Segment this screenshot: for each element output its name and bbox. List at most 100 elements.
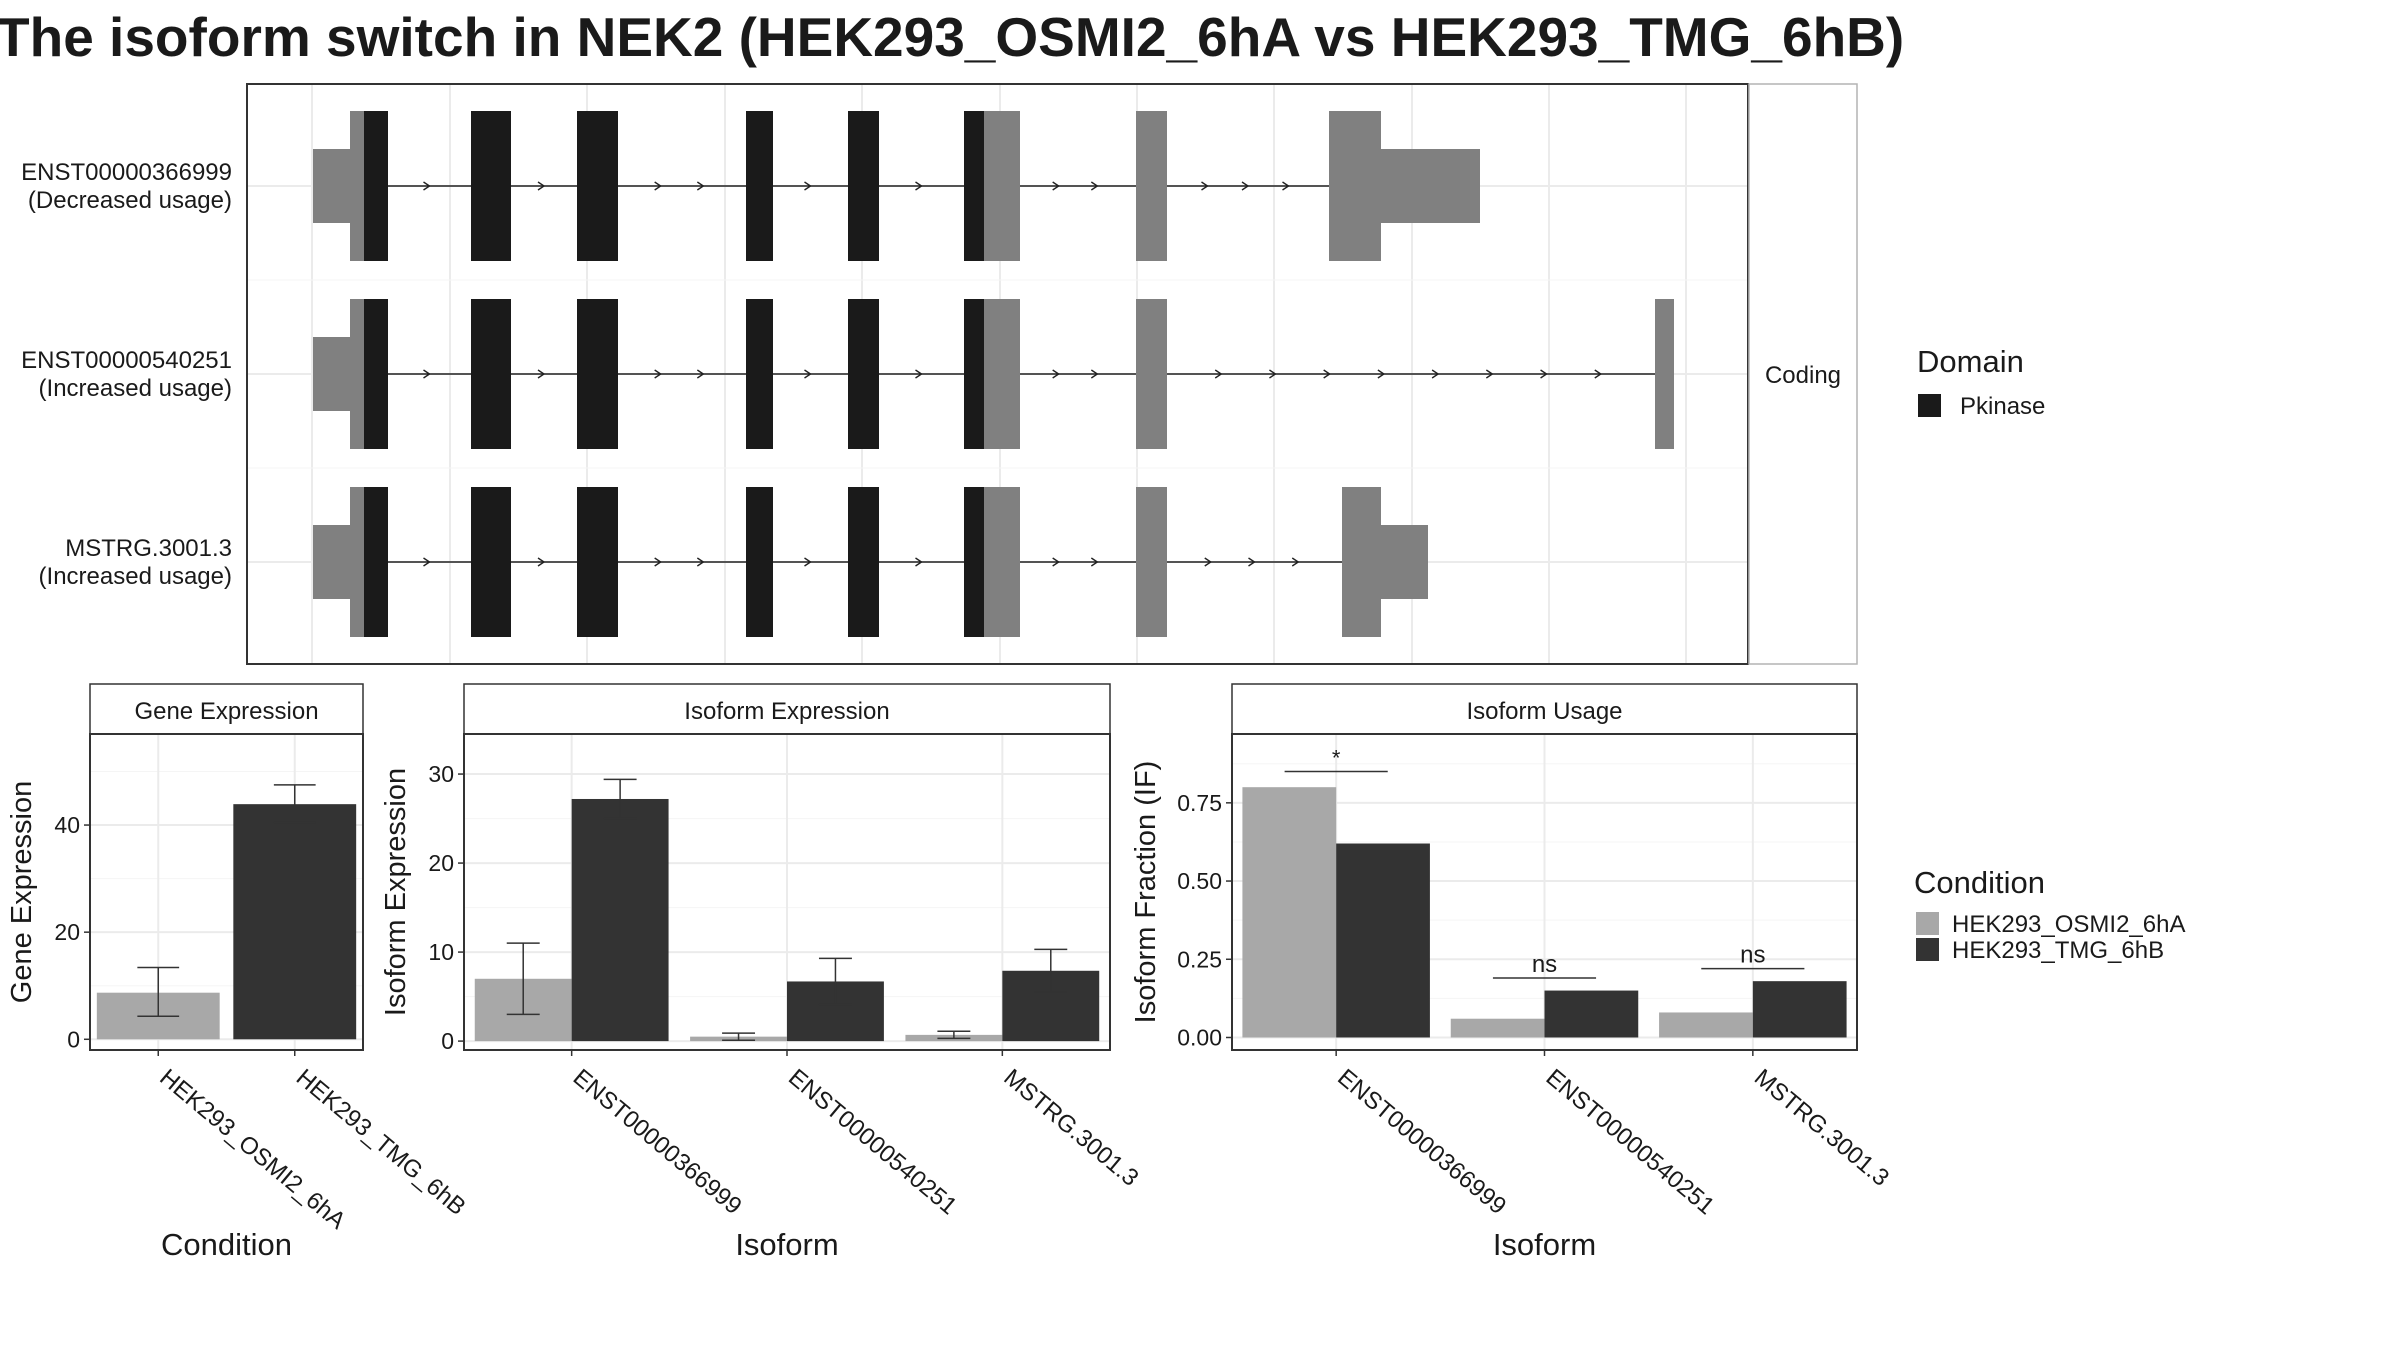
condition-legend-key-b [1916, 938, 1939, 961]
structure-plot-border [246, 83, 1749, 665]
bar-cond-a [1659, 1012, 1753, 1038]
coding-strip-label: Coding [1765, 362, 1841, 389]
pkinase-exon [364, 111, 388, 261]
transcript-track-1 [313, 111, 1480, 261]
transcript-label-2: ENST00000540251 [21, 347, 232, 374]
y-tick-label: 0.50 [1177, 868, 1222, 894]
intron-arrow [1248, 557, 1256, 567]
intron-arrow [654, 181, 662, 191]
intron-arrow [1052, 369, 1060, 379]
intron-arrow [1282, 181, 1290, 191]
exon [1136, 487, 1167, 637]
intron-arrow [696, 369, 705, 379]
transcript-status-2: (Increased usage) [39, 375, 232, 402]
pkinase-exon [848, 111, 879, 261]
isoform-usage-panel: Isoform Usage * ns ns 0.00 0.25 0.50 0.75 ENST00… [1130, 683, 1894, 1262]
exon [1329, 111, 1381, 261]
y-tick-label: 20 [54, 919, 80, 945]
y-tick-label: 30 [428, 761, 454, 787]
bar-cond-b [1336, 843, 1430, 1038]
panel-strip [463, 683, 1111, 735]
intron-arrow [1269, 369, 1277, 379]
bar-cond-b [1752, 981, 1847, 1038]
intron-arrow [1090, 369, 1099, 379]
condition-legend-title: Condition [1914, 865, 2045, 900]
exon [350, 299, 364, 449]
intron-arrow [804, 557, 812, 567]
panel-strip [1231, 683, 1858, 735]
intron-arrow [1540, 369, 1548, 379]
pkinase-exon [577, 111, 618, 261]
y-tick-label: 10 [428, 939, 454, 965]
intron-arrow [1214, 369, 1223, 379]
domain-legend-title: Domain [1917, 344, 2024, 379]
bar-cond-a [1450, 1018, 1545, 1038]
pkinase-exon [964, 299, 984, 449]
pkinase-exon [471, 299, 511, 449]
intron-arrow [423, 557, 431, 567]
intron-arrow [1052, 557, 1060, 567]
intron-arrow [1090, 181, 1099, 191]
domain-legend-label: Pkinase [1960, 393, 2045, 420]
y-tick-label: 40 [54, 812, 80, 838]
condition-legend-label-b: HEK293_TMG_6hB [1952, 937, 2164, 964]
transcript-track-3 [313, 487, 1428, 637]
condition-legend: Condition HEK293_OSMI2_6hA HEK293_TMG_6h… [1914, 865, 2185, 964]
x-axis-title: Condition [161, 1227, 292, 1262]
intron-arrow [804, 181, 812, 191]
exon [984, 111, 1020, 261]
x-tick-label: ENST00000540251 [783, 1064, 962, 1220]
significance-label: ns [1532, 951, 1557, 978]
intron-arrow [696, 557, 705, 567]
bar-cond-a [1242, 787, 1337, 1038]
x-tick-label: MSTRG.3001.3 [1749, 1064, 1894, 1192]
x-tick-label: ENST00000366999 [568, 1064, 747, 1220]
intron-arrow [1431, 369, 1440, 379]
transcript-track-2 [313, 299, 1674, 449]
intron-arrow [1090, 557, 1099, 567]
y-axis-title: Isoform Expression [380, 768, 412, 1016]
pkinase-exon [471, 487, 511, 637]
pkinase-exon [577, 487, 618, 637]
intron-arrow [1241, 181, 1250, 191]
pkinase-exon [964, 111, 984, 261]
x-tick-label: ENST00000366999 [1332, 1064, 1511, 1220]
domain-legend-key [1918, 394, 1941, 417]
panel-strip [89, 683, 364, 735]
intron-arrow [804, 369, 812, 379]
condition-legend-label-a: HEK293_OSMI2_6hA [1952, 911, 2185, 938]
y-tick-label: 0.75 [1177, 790, 1222, 816]
domain-legend: Domain Pkinase [1917, 344, 2045, 420]
transcript-label-3: MSTRG.3001.3 [65, 535, 232, 562]
panel-strip-title: Isoform Usage [1466, 698, 1622, 725]
exon [313, 149, 350, 223]
y-axis-title: Isoform Fraction (IF) [1130, 761, 1162, 1024]
intron-arrow [1594, 369, 1603, 379]
intron-arrow [915, 369, 923, 379]
panel-strip-title: Isoform Expression [684, 698, 889, 725]
exon [1381, 525, 1428, 599]
x-tick-label: MSTRG.3001.3 [998, 1064, 1143, 1192]
significance-label: * [1332, 746, 1341, 771]
pkinase-exon [577, 299, 618, 449]
coding-strip [1748, 83, 1858, 665]
y-tick-label: 0 [441, 1028, 454, 1054]
exon [1381, 149, 1480, 223]
intron-arrow [696, 181, 705, 191]
exon [313, 525, 350, 599]
intron-arrow [1204, 557, 1213, 567]
intron-arrow [915, 181, 923, 191]
gene-structure-panel: ENST00000366999(Decreased usage) ENST0000… [21, 83, 1858, 665]
exon [313, 337, 350, 411]
panel-border [89, 733, 364, 1051]
pkinase-exon [364, 487, 388, 637]
intron-arrow [1052, 181, 1060, 191]
y-tick-label: 0.00 [1177, 1024, 1222, 1050]
pkinase-exon [746, 487, 773, 637]
pkinase-exon [471, 111, 511, 261]
exon [1342, 487, 1381, 637]
intron-arrow [1201, 181, 1209, 191]
significance-label: ns [1740, 942, 1765, 969]
exon [350, 487, 364, 637]
intron-arrow [654, 369, 662, 379]
